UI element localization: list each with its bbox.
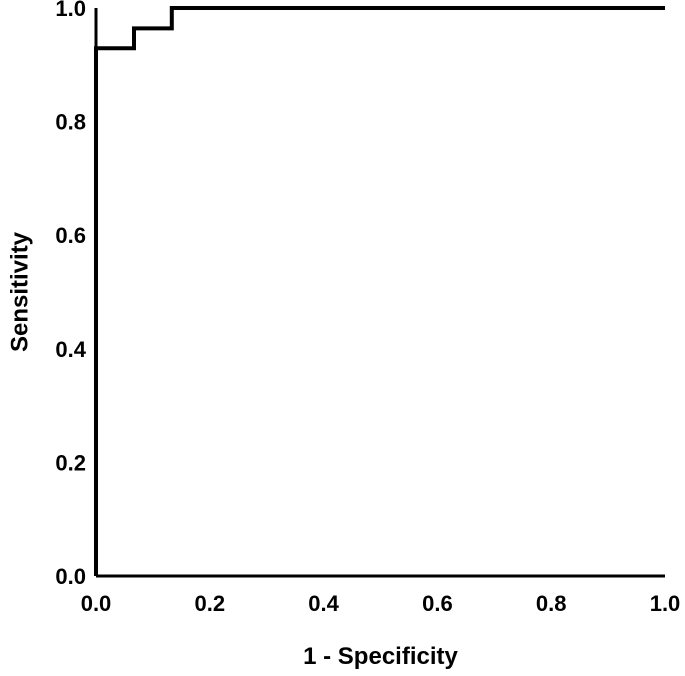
axes xyxy=(94,8,665,578)
roc-curve-line xyxy=(94,6,665,576)
x-tick-label: 0.8 xyxy=(536,591,567,616)
y-axis-title: Sensitivity xyxy=(6,231,33,352)
x-tick-label: 1.0 xyxy=(650,591,681,616)
y-tick-label: 0.6 xyxy=(55,223,86,248)
series-layer xyxy=(94,6,665,576)
x-tick-labels: 0.0 0.2 0.4 0.6 0.8 1.0 xyxy=(81,591,681,616)
x-axis-title: 1 - Specificity xyxy=(303,643,458,670)
y-tick-label: 0.8 xyxy=(55,110,86,135)
x-tick-label: 0.6 xyxy=(422,591,453,616)
y-tick-label: 0.4 xyxy=(55,337,86,362)
y-tick-label: 1.0 xyxy=(55,0,86,21)
x-tick-label: 0.4 xyxy=(308,591,339,616)
y-tick-label: 0.2 xyxy=(55,450,86,475)
y-tick-labels: 0.0 0.2 0.4 0.6 0.8 1.0 xyxy=(55,0,86,589)
x-tick-label: 0.0 xyxy=(81,591,112,616)
y-tick-label: 0.0 xyxy=(55,564,86,589)
x-tick-label: 0.2 xyxy=(195,591,226,616)
